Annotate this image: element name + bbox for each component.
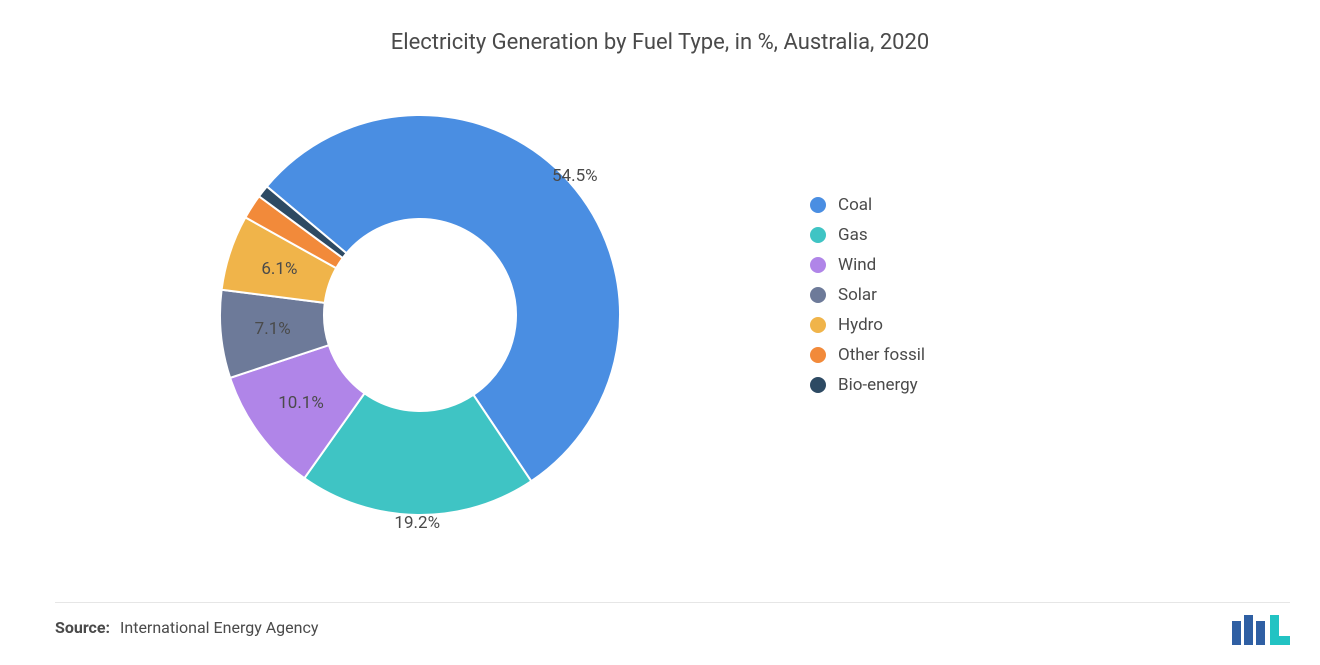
legend-item-bio-energy: Bio-energy: [810, 375, 925, 395]
chart-area: 54.5% 19.2% 10.1% 7.1% 6.1% Coal Gas Wind Solar…: [0, 65, 1320, 585]
legend-swatch: [810, 287, 826, 303]
source-line: Source: International Energy Agency: [55, 618, 318, 637]
divider: [55, 602, 1290, 603]
legend-swatch: [810, 227, 826, 243]
legend-label: Gas: [838, 225, 868, 245]
pct-label-solar: 7.1%: [255, 319, 291, 339]
legend-swatch: [810, 377, 826, 393]
legend-label: Hydro: [838, 315, 883, 335]
legend-label: Wind: [838, 255, 876, 275]
legend-label: Bio-energy: [838, 375, 918, 395]
source-label: Source:: [55, 618, 110, 637]
legend-item-gas: Gas: [810, 225, 925, 245]
legend-swatch: [810, 257, 826, 273]
donut-hole: [324, 219, 516, 411]
pct-label-wind: 10.1%: [278, 393, 324, 413]
legend-label: Other fossil: [838, 345, 925, 365]
pct-label-coal: 54.5%: [552, 166, 598, 186]
pct-label-gas: 19.2%: [394, 513, 440, 533]
legend-label: Coal: [838, 195, 872, 215]
donut-chart: 54.5% 19.2% 10.1% 7.1% 6.1%: [195, 90, 645, 540]
source-text: International Energy Agency: [120, 618, 318, 637]
legend-item-other-fossil: Other fossil: [810, 345, 925, 365]
legend: Coal Gas Wind Solar Hydro Other fossil Bio-ene…: [810, 195, 925, 405]
legend-label: Solar: [838, 285, 877, 305]
legend-item-wind: Wind: [810, 255, 925, 275]
legend-item-solar: Solar: [810, 285, 925, 305]
legend-swatch: [810, 347, 826, 363]
brand-logo: [1230, 613, 1290, 645]
legend-swatch: [810, 197, 826, 213]
legend-item-coal: Coal: [810, 195, 925, 215]
chart-title: Electricity Generation by Fuel Type, in …: [0, 0, 1320, 65]
legend-item-hydro: Hydro: [810, 315, 925, 335]
legend-swatch: [810, 317, 826, 333]
pct-label-hydro: 6.1%: [261, 259, 297, 279]
